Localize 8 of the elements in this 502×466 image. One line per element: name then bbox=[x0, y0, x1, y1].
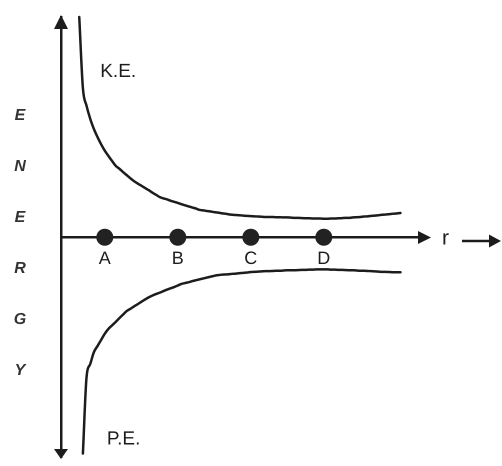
x-tick-label: B bbox=[172, 248, 184, 268]
series-label: K.E. bbox=[100, 61, 136, 82]
text: ENERGY bbox=[14, 107, 26, 379]
x-axis-title: r bbox=[442, 226, 449, 250]
series-label: P.E. bbox=[106, 428, 140, 450]
x-tick-label: A bbox=[98, 248, 111, 268]
x-tick-label: C bbox=[244, 248, 258, 268]
x-tick-label: D bbox=[317, 248, 330, 268]
